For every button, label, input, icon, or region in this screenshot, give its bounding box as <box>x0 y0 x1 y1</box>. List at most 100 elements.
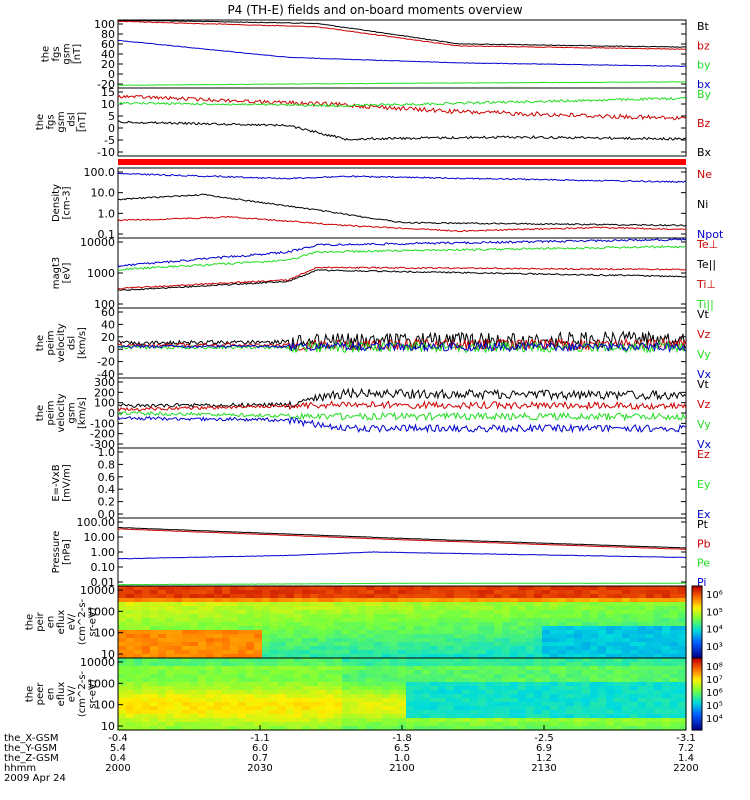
colorbar-cell <box>692 643 702 646</box>
spectrogram-cell <box>598 626 607 631</box>
colorbar-cell <box>692 668 702 672</box>
spectrogram-cell <box>662 622 671 627</box>
spectrogram-cell <box>142 646 151 651</box>
spectrogram-cell <box>310 586 319 591</box>
spectrogram-cell <box>550 662 559 667</box>
spectrogram-cell <box>134 726 143 731</box>
spectrogram-cell <box>134 598 143 603</box>
spectrogram-cell <box>590 714 599 719</box>
spectrogram-cell <box>462 590 471 595</box>
spectrogram-cell <box>542 658 551 663</box>
spectrogram-cell <box>582 610 591 615</box>
spectrogram-cell <box>582 674 591 679</box>
spectrogram-cell <box>374 666 383 671</box>
spectrogram-cell <box>174 622 183 627</box>
spectrogram-cell <box>598 634 607 639</box>
spectrogram-cell <box>318 618 327 623</box>
spectrogram-cell <box>390 642 399 647</box>
spectrogram-cell <box>262 694 271 699</box>
spectrogram-cell <box>398 646 407 651</box>
spectrogram-cell <box>126 614 135 619</box>
spectrogram-cell <box>238 610 247 615</box>
spectrogram-cell <box>390 722 399 727</box>
spectrogram-cell <box>310 614 319 619</box>
spectrogram-cell <box>366 718 375 723</box>
xaxis-row-label: the_X-GSM <box>4 733 58 744</box>
spectrogram-cell <box>342 610 351 615</box>
spectrogram-cell <box>158 690 167 695</box>
spectrogram-cell <box>486 646 495 651</box>
spectrogram-cell <box>462 586 471 591</box>
spectrogram-cell <box>358 606 367 611</box>
panel-2-tick-label: 5 <box>108 110 115 123</box>
spectrogram-cell <box>462 598 471 603</box>
spectrogram-cell <box>206 706 215 711</box>
spectrogram-cell <box>606 710 615 715</box>
spectrogram-cell <box>526 598 535 603</box>
spectrogram-cell <box>294 726 303 731</box>
spectrogram-cell <box>438 606 447 611</box>
panel-5-tick-label: -40 <box>97 368 115 381</box>
spectrogram-cell <box>550 698 559 703</box>
panel-2-tick-label: -10 <box>97 146 115 159</box>
panel-3-tick-label: 10.0 <box>91 187 116 200</box>
spectrogram-cell <box>486 682 495 687</box>
spectrogram-cell <box>430 710 439 715</box>
spectrogram-cell <box>142 590 151 595</box>
panel-5-ylabel: dsl <box>67 336 78 350</box>
spectrogram-cell <box>398 702 407 707</box>
spectrogram-cell <box>214 638 223 643</box>
panel-3-legend-Ne: Ne <box>697 168 712 181</box>
spectrogram-cell <box>582 702 591 707</box>
spectrogram-cell <box>574 662 583 667</box>
spectrogram-cell <box>494 682 503 687</box>
spectrogram-cell <box>422 606 431 611</box>
panel-1-legend-by: by <box>697 59 711 72</box>
spectrogram-cell <box>558 670 567 675</box>
spectrogram-cell <box>454 634 463 639</box>
spectrogram-cell <box>134 686 143 691</box>
spectrogram-cell <box>246 618 255 623</box>
spectrogram-cell <box>398 690 407 695</box>
spectrogram-cell <box>630 690 639 695</box>
spectrogram-cell <box>622 662 631 667</box>
spectrogram-cell <box>230 718 239 723</box>
spectrogram-cell <box>422 634 431 639</box>
spectrogram-cell <box>582 706 591 711</box>
spectrogram-cell <box>334 686 343 691</box>
spectrogram-cell <box>150 614 159 619</box>
panel-3-series-Ne <box>118 215 686 233</box>
spectrogram-cell <box>406 630 415 635</box>
colorbar-cell <box>692 665 702 668</box>
spectrogram-cell <box>118 698 127 703</box>
spectrogram-cell <box>398 686 407 691</box>
colorbar-label: 10⁴ <box>706 625 723 636</box>
spectrogram-cell <box>366 594 375 599</box>
spectrogram-cell <box>334 694 343 699</box>
spectrogram-cell <box>462 678 471 683</box>
spectrogram-cell <box>422 654 431 659</box>
spectrogram-cell <box>222 602 231 607</box>
spectrogram-cell <box>206 698 215 703</box>
spectrogram-cell <box>230 594 239 599</box>
spectrogram-cell <box>534 670 543 675</box>
spectrogram-cell <box>262 674 271 679</box>
spectrogram-cell <box>534 630 543 635</box>
spectrogram-cell <box>286 694 295 699</box>
spectrogram-cell <box>478 610 487 615</box>
colorbar-cell <box>692 697 702 700</box>
panel-9-ylabel: (cm^2-s- <box>77 598 88 645</box>
spectrogram-cell <box>406 702 415 707</box>
spectrogram-cell <box>446 622 455 627</box>
spectrogram-cell <box>678 726 687 731</box>
spectrogram-cell <box>550 674 559 679</box>
spectrogram-cell <box>126 602 135 607</box>
panel-10-ylabel: the <box>25 686 36 702</box>
panel-5-tick-label: -20 <box>97 356 115 369</box>
spectrogram-cell <box>630 694 639 699</box>
spectrogram-cell <box>350 706 359 711</box>
spectrogram-cell <box>566 586 575 591</box>
panel-8-tick-label: 1.00 <box>91 546 116 559</box>
spectrogram-cell <box>142 690 151 695</box>
spectrogram-cell <box>462 630 471 635</box>
